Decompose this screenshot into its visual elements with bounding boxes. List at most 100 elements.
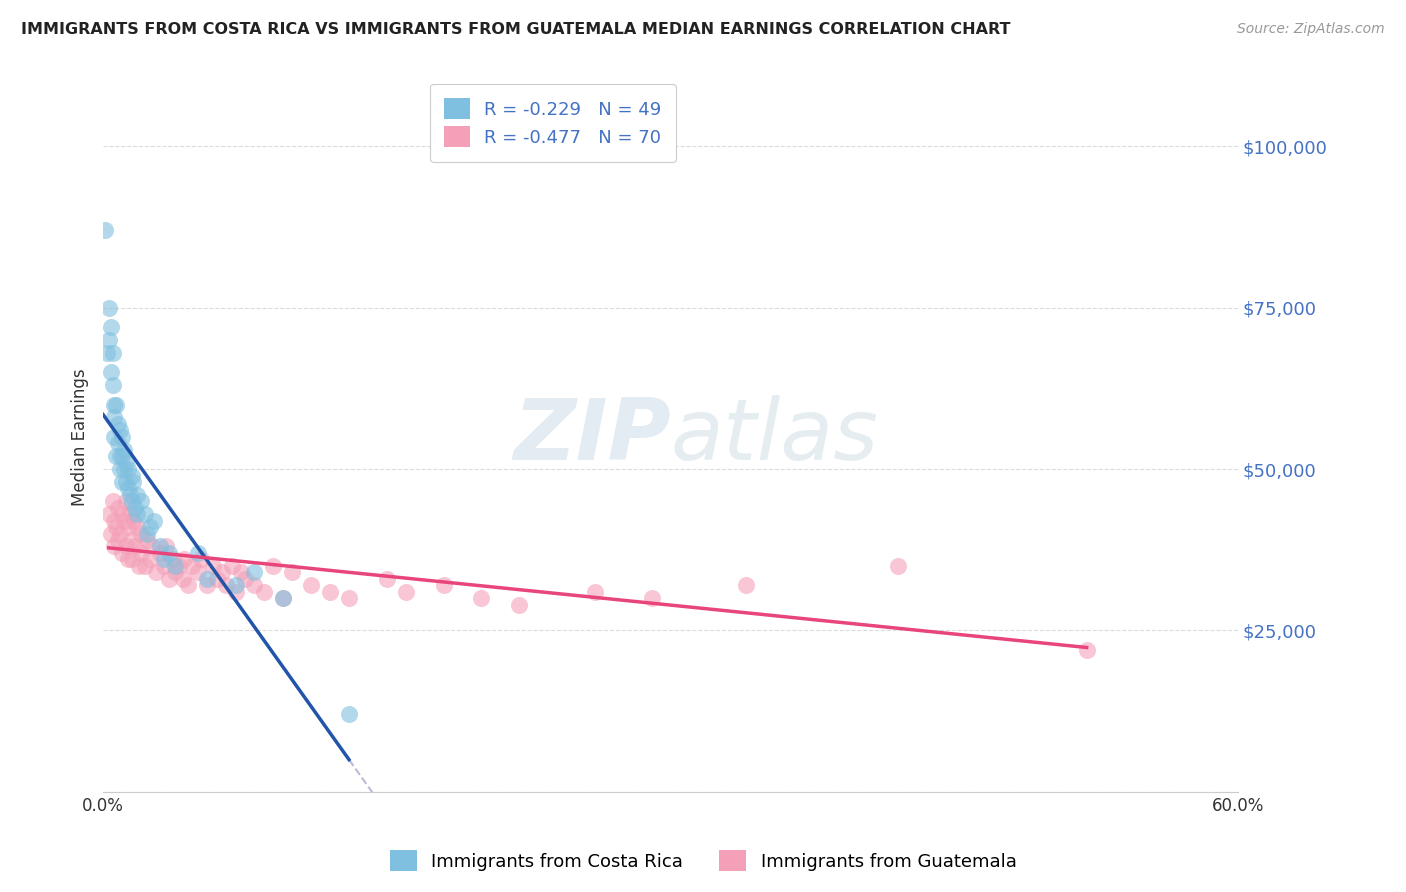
Point	[114, 456, 136, 470]
Point	[122, 475, 145, 489]
Point	[100, 526, 122, 541]
Legend: Immigrants from Costa Rica, Immigrants from Guatemala: Immigrants from Costa Rica, Immigrants f…	[382, 843, 1024, 879]
Point	[101, 378, 124, 392]
Point	[107, 417, 129, 431]
Point	[105, 449, 128, 463]
Point	[101, 494, 124, 508]
Point	[124, 500, 146, 515]
Point	[225, 584, 247, 599]
Point	[103, 540, 125, 554]
Point	[149, 540, 172, 554]
Point	[121, 533, 143, 547]
Point	[508, 598, 530, 612]
Text: atlas: atlas	[671, 395, 879, 478]
Point	[108, 462, 131, 476]
Point	[111, 507, 134, 521]
Point	[121, 552, 143, 566]
Point	[139, 520, 162, 534]
Point	[187, 546, 209, 560]
Point	[96, 346, 118, 360]
Point	[157, 546, 180, 560]
Point	[281, 566, 304, 580]
Point	[97, 507, 120, 521]
Point	[253, 584, 276, 599]
Point	[111, 546, 134, 560]
Point	[262, 558, 284, 573]
Point	[583, 584, 606, 599]
Point	[432, 578, 454, 592]
Point	[243, 578, 266, 592]
Point	[129, 494, 152, 508]
Point	[117, 462, 139, 476]
Point	[271, 591, 294, 606]
Point	[163, 558, 186, 573]
Point	[128, 558, 150, 573]
Point	[152, 558, 174, 573]
Point	[108, 423, 131, 437]
Point	[1076, 642, 1098, 657]
Point	[149, 546, 172, 560]
Point	[143, 514, 166, 528]
Point	[162, 552, 184, 566]
Point	[337, 591, 360, 606]
Point	[187, 566, 209, 580]
Point	[233, 572, 256, 586]
Point	[221, 558, 243, 573]
Point	[735, 578, 758, 592]
Point	[134, 507, 156, 521]
Point	[375, 572, 398, 586]
Point	[100, 320, 122, 334]
Point	[886, 558, 908, 573]
Point	[181, 558, 204, 573]
Text: ZIP: ZIP	[513, 395, 671, 478]
Point	[195, 572, 218, 586]
Point	[111, 430, 134, 444]
Point	[111, 475, 134, 489]
Point	[101, 346, 124, 360]
Point	[121, 468, 143, 483]
Point	[112, 462, 135, 476]
Point	[155, 540, 177, 554]
Point	[107, 500, 129, 515]
Point	[112, 442, 135, 457]
Point	[94, 223, 117, 237]
Point	[117, 482, 139, 496]
Point	[141, 540, 163, 554]
Point	[117, 552, 139, 566]
Point	[129, 526, 152, 541]
Point	[135, 533, 157, 547]
Point	[129, 546, 152, 560]
Point	[124, 540, 146, 554]
Point	[195, 578, 218, 592]
Point	[243, 566, 266, 580]
Point	[103, 398, 125, 412]
Point	[107, 533, 129, 547]
Point	[640, 591, 662, 606]
Point	[211, 566, 233, 580]
Point	[108, 449, 131, 463]
Point	[114, 540, 136, 554]
Point	[118, 488, 141, 502]
Point	[107, 436, 129, 450]
Point	[173, 552, 195, 566]
Point	[337, 707, 360, 722]
Y-axis label: Median Earnings: Median Earnings	[72, 368, 89, 506]
Point	[157, 572, 180, 586]
Point	[111, 449, 134, 463]
Point	[118, 507, 141, 521]
Point	[201, 558, 224, 573]
Point	[167, 558, 190, 573]
Text: Source: ZipAtlas.com: Source: ZipAtlas.com	[1237, 22, 1385, 37]
Point	[127, 507, 149, 521]
Text: IMMIGRANTS FROM COSTA RICA VS IMMIGRANTS FROM GUATEMALA MEDIAN EARNINGS CORRELAT: IMMIGRANTS FROM COSTA RICA VS IMMIGRANTS…	[21, 22, 1011, 37]
Point	[205, 572, 228, 586]
Point	[134, 558, 156, 573]
Point	[103, 514, 125, 528]
Point	[105, 398, 128, 412]
Point	[114, 475, 136, 489]
Point	[139, 552, 162, 566]
Point	[103, 410, 125, 425]
Point	[271, 591, 294, 606]
Point	[172, 572, 194, 586]
Point	[117, 520, 139, 534]
